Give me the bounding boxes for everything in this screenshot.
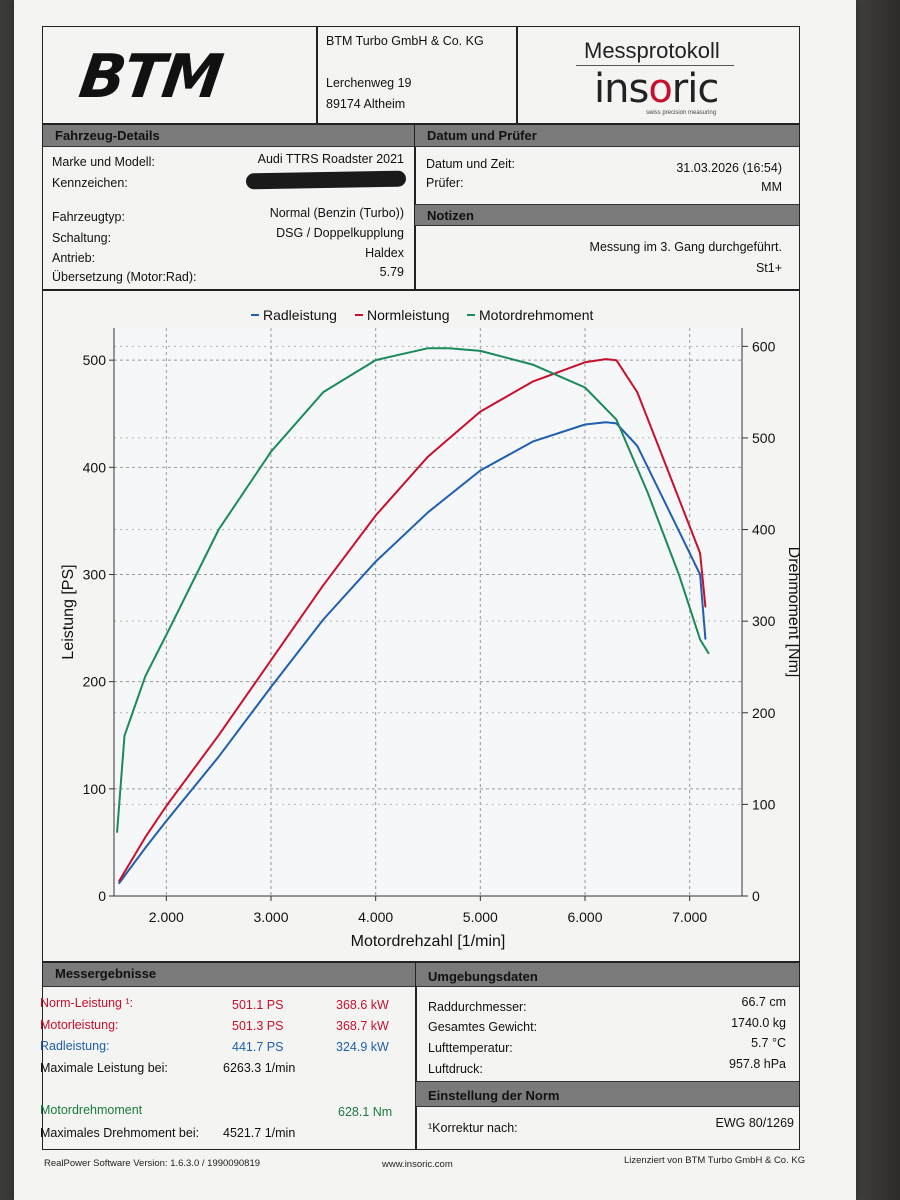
software-version: RealPower Software Version: 1.6.3.0 / 19…	[44, 1158, 261, 1169]
y2-tick-label: 400	[752, 522, 776, 538]
results-box	[42, 962, 800, 1150]
legend-label: Motordrehmoment	[479, 307, 593, 323]
torque-value: 628.1 Nm	[338, 1105, 393, 1119]
y2-tick-label: 600	[752, 338, 776, 354]
y2-tick-label: 200	[752, 705, 776, 721]
wheel-power-label: Radleistung:	[40, 1039, 110, 1053]
datetime-label: Datum und Zeit:	[426, 157, 515, 171]
norm-power-kw: 368.6 kW	[336, 998, 389, 1012]
details-box	[42, 124, 800, 290]
series-line-radleistung	[118, 421, 707, 885]
engine-power-ps: 501.3 PS	[232, 1019, 284, 1033]
plate-redaction	[245, 170, 407, 190]
max-torque-rpm-label: Maximales Drehmoment bei:	[40, 1126, 200, 1140]
x-tick-label: 3.000	[253, 909, 288, 925]
pressure-value: 957.8 hPa	[729, 1057, 786, 1071]
norm-correction-value: EWG 80/1269	[715, 1116, 794, 1130]
chart-box	[42, 290, 800, 962]
y2-tick-label: 300	[752, 613, 776, 629]
tester-value: MM	[761, 180, 782, 194]
torque-label: Motordrehmoment	[40, 1103, 143, 1117]
wheel-diameter-label: Raddurchmesser:	[428, 1000, 527, 1014]
plate-label: Kennzeichen:	[52, 176, 128, 190]
norm-power-label: Norm-Leistung ¹:	[40, 996, 134, 1010]
norm-correction-label: ¹Korrektur nach:	[428, 1121, 518, 1135]
y-tick-label: 100	[83, 781, 107, 797]
brand-tagline: swiss precision measuring	[646, 110, 717, 116]
date-header: Datum und Prüfer	[415, 125, 799, 147]
y-tick-label: 0	[98, 888, 106, 904]
btm-logo: BTM	[75, 42, 226, 112]
company-city: 89174 Altheim	[326, 97, 406, 111]
weight-label: Gesamtes Gewicht:	[428, 1020, 538, 1034]
x-axis-title: Motordrehzahl [1/min]	[351, 933, 506, 950]
series-line-normleistung	[118, 358, 707, 882]
engine-power-kw: 368.7 kW	[336, 1019, 389, 1033]
y-axis-title: Leistung [PS]	[60, 564, 77, 659]
legend-label: Radleistung	[263, 307, 337, 323]
protocol-title: Messprotokoll	[584, 38, 720, 63]
ambient-header: Umgebungsdaten	[416, 963, 799, 987]
plot-area	[114, 328, 742, 896]
insoric-logo: insoric	[594, 66, 719, 112]
y-tick-label: 500	[83, 352, 107, 368]
type-label: Fahrzeugtyp:	[52, 210, 125, 224]
tester-label: Prüfer:	[426, 176, 464, 190]
gear-label: Schaltung:	[52, 231, 112, 245]
notes-header: Notizen	[415, 204, 799, 226]
vehicle-header: Fahrzeug-Details	[43, 125, 414, 147]
temperature-value: 5.7 °C	[751, 1036, 786, 1050]
x-tick-label: 6.000	[567, 909, 602, 925]
y2-tick-label: 500	[752, 430, 776, 446]
wheel-power-ps: 441.7 PS	[232, 1040, 284, 1054]
make-label: Marke und Modell:	[52, 155, 155, 169]
license-text: Lizenziert von BTM Turbo GmbH & Co. KG	[624, 1155, 806, 1166]
header-box	[42, 26, 800, 124]
notes-line2: St1+	[755, 261, 782, 275]
max-torque-rpm-value: 4521.7 1/min	[223, 1126, 296, 1140]
dyno-chart: 2.000 3.000 4.000 5.000 6.000 7.000 0 100 200 300…	[60, 307, 799, 950]
drive-label: Antrieb:	[52, 251, 96, 265]
divider	[516, 26, 518, 124]
y-tick-label: 200	[83, 674, 107, 690]
ratio-label: Übersetzung (Motor:Rad):	[52, 270, 197, 284]
gear-value: DSG / Doppelkupplung	[276, 226, 404, 240]
y2-tick-label: 0	[752, 888, 760, 904]
company-street: Lerchenweg 19	[326, 76, 412, 90]
ratio-value: 5.79	[379, 265, 404, 279]
x-tick-label: 2.000	[149, 909, 184, 925]
results-header: Messergebnisse	[43, 963, 415, 987]
type-value: Normal (Benzin (Turbo))	[269, 206, 404, 220]
divider	[316, 26, 318, 124]
temperature-label: Lufttemperatur:	[428, 1041, 513, 1055]
x-tick-label: 5.000	[463, 909, 498, 925]
drive-value: Haldex	[365, 246, 404, 260]
website-url: www.insoric.com	[382, 1159, 453, 1170]
max-power-rpm-label: Maximale Leistung bei:	[40, 1061, 168, 1075]
company-name: BTM Turbo GmbH & Co. KG	[326, 34, 484, 48]
series-line-motordrehmoment	[116, 347, 710, 833]
engine-power-label: Motorleistung:	[40, 1018, 119, 1032]
y2-axis-title: Drehmoment [Nm]	[785, 547, 799, 678]
divider	[414, 124, 416, 290]
wheel-power-kw: 324.9 kW	[336, 1040, 389, 1054]
max-power-rpm-value: 6263.3 1/min	[223, 1061, 296, 1075]
divider	[415, 962, 417, 1150]
y-tick-label: 300	[83, 566, 107, 582]
datetime-value: 31.03.2026 (16:54)	[676, 161, 782, 175]
y-tick-label: 400	[83, 459, 107, 475]
pressure-label: Luftdruck:	[428, 1062, 483, 1076]
norm-header: Einstellung der Norm	[416, 1081, 799, 1107]
norm-power-ps: 501.1 PS	[232, 998, 284, 1012]
notes-line1: Messung im 3. Gang durchgeführt.	[589, 240, 782, 254]
wheel-diameter-value: 66.7 cm	[741, 995, 786, 1009]
x-tick-label: 4.000	[358, 909, 393, 925]
document-page: BTM BTM Turbo GmbH & Co. KG Lerchenweg 1…	[14, 0, 856, 1200]
divider	[576, 65, 734, 66]
x-tick-label: 7.000	[672, 909, 707, 925]
make-value: Audi TTRS Roadster 2021	[257, 152, 404, 166]
weight-value: 1740.0 kg	[731, 1016, 786, 1030]
legend-label: Normleistung	[367, 307, 449, 323]
y2-tick-label: 100	[752, 796, 776, 812]
